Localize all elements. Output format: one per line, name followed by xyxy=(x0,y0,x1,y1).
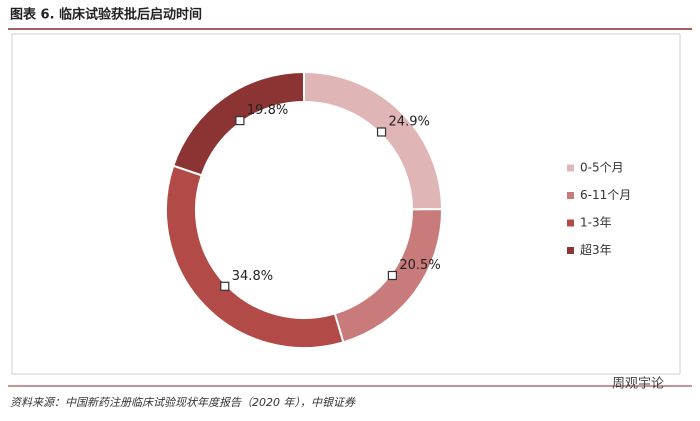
legend-label: 0-5个月 xyxy=(580,161,624,175)
legend-label: 6-11个月 xyxy=(580,188,631,202)
chart-title: 图表 6. 临床试验获批后启动时间 xyxy=(10,7,202,23)
watermark: 周观宇论 xyxy=(612,377,664,392)
data-label: 34.8% xyxy=(232,269,273,284)
legend-swatch xyxy=(567,247,574,254)
data-label: 19.8% xyxy=(247,103,288,118)
legend-swatch xyxy=(567,164,574,172)
label-marker xyxy=(220,281,230,291)
data-label: 24.9% xyxy=(389,114,430,129)
donut-segment xyxy=(303,70,444,211)
legend-swatch xyxy=(567,192,574,199)
chart-frame xyxy=(11,33,681,375)
label-marker xyxy=(387,270,397,281)
source-note: 资料来源：中国新药注册临床试验现状年度报告（2020 年），中银证券 xyxy=(10,396,356,409)
data-label: 20.5% xyxy=(399,258,440,273)
label-marker xyxy=(235,116,245,126)
donut-segment xyxy=(165,164,345,349)
label-marker xyxy=(376,127,387,137)
legend-swatch xyxy=(567,219,574,227)
legend-label: 超3年 xyxy=(580,242,612,257)
legend-label: 1-3年 xyxy=(580,216,612,230)
